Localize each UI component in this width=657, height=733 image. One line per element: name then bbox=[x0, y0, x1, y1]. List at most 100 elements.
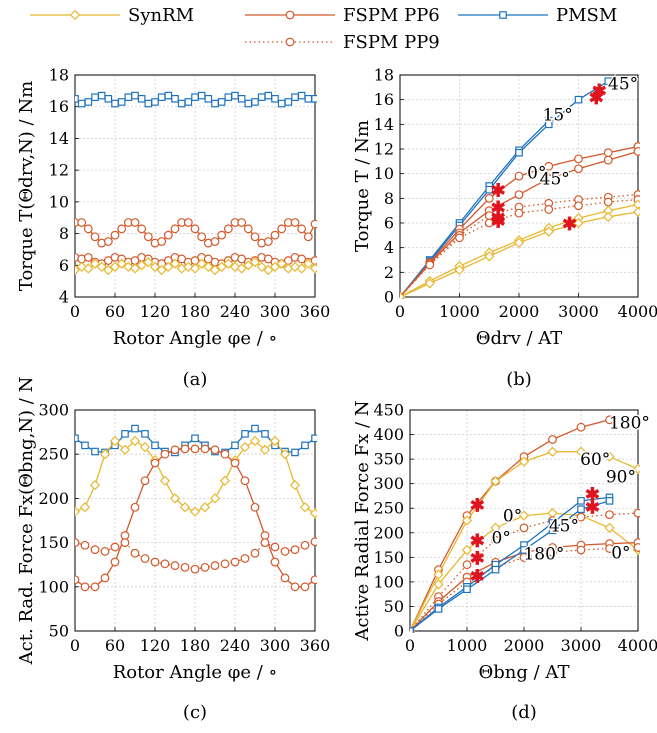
legend-label: FSPM PP6 bbox=[343, 5, 440, 26]
data-point bbox=[160, 559, 170, 569]
star-marker-icon: ✱ bbox=[585, 484, 600, 505]
panel-caption: (c) bbox=[183, 702, 207, 723]
data-point bbox=[277, 99, 286, 108]
star-marker-icon: ✱ bbox=[589, 88, 604, 109]
legend-label: FSPM PP9 bbox=[343, 32, 440, 53]
data-point bbox=[210, 237, 220, 246]
chart-c: 0 60 120 180 240 300 360 50 100 150 200 250 300 Rotor… bbox=[16, 377, 330, 723]
data-point bbox=[290, 218, 300, 227]
star-marker-icon: ✱ bbox=[470, 567, 485, 588]
data-point bbox=[299, 502, 311, 513]
data-point bbox=[633, 147, 640, 156]
star-marker-icon: ✱ bbox=[585, 498, 600, 519]
y-tick-label: 400 bbox=[373, 425, 404, 444]
series-line bbox=[400, 80, 609, 298]
data-point bbox=[269, 435, 281, 447]
data-point bbox=[574, 164, 583, 174]
x-tick-label: 240 bbox=[220, 636, 251, 655]
data-point bbox=[169, 258, 181, 269]
y-tick-label: 6 bbox=[384, 214, 394, 233]
data-point bbox=[111, 99, 119, 108]
data-point bbox=[297, 91, 306, 100]
angle-annotation: 45° bbox=[608, 75, 638, 95]
series bbox=[75, 435, 317, 519]
y-tick-label: 16 bbox=[49, 97, 69, 116]
data-point bbox=[80, 540, 90, 550]
data-point bbox=[632, 206, 640, 218]
data-point bbox=[91, 447, 99, 456]
panel-caption: (d) bbox=[511, 702, 537, 723]
data-point bbox=[543, 226, 554, 237]
star-marker-icon: ✱ bbox=[491, 198, 506, 219]
data-point bbox=[243, 260, 254, 271]
data-point bbox=[116, 258, 127, 269]
angle-annotation: 0° bbox=[527, 163, 546, 183]
data-point bbox=[310, 537, 317, 547]
legend-label: PMSM bbox=[556, 5, 617, 26]
data-point bbox=[300, 582, 310, 592]
data-point bbox=[297, 224, 307, 234]
data-point bbox=[150, 557, 160, 567]
angle-annotation: 180° bbox=[609, 413, 650, 433]
x-tick-label: 0 bbox=[395, 302, 405, 321]
data-point bbox=[203, 261, 214, 273]
data-point bbox=[109, 435, 121, 447]
data-point bbox=[191, 93, 199, 102]
series bbox=[75, 218, 317, 248]
data-point bbox=[84, 98, 93, 106]
data-point bbox=[604, 451, 615, 462]
data-point bbox=[256, 261, 267, 273]
data-point bbox=[170, 445, 180, 455]
data-point bbox=[632, 463, 640, 475]
data-point bbox=[434, 605, 443, 613]
x-tick-label: 180 bbox=[180, 302, 211, 321]
data-point bbox=[270, 557, 280, 567]
angle-annotation: 180° bbox=[523, 544, 564, 564]
data-point bbox=[131, 424, 139, 433]
y-tick-label: 10 bbox=[49, 192, 69, 211]
data-point bbox=[143, 256, 154, 268]
x-tick-label: 2000 bbox=[504, 636, 545, 655]
y-tick-label: 150 bbox=[373, 548, 404, 567]
y-tick-label: 150 bbox=[38, 533, 69, 552]
data-point bbox=[79, 502, 91, 513]
data-point bbox=[514, 190, 524, 200]
data-point bbox=[110, 557, 120, 567]
data-point bbox=[240, 554, 250, 563]
data-point bbox=[80, 582, 90, 592]
data-point bbox=[183, 261, 194, 273]
series-group bbox=[75, 91, 317, 276]
data-point bbox=[209, 264, 221, 276]
data-point bbox=[220, 449, 230, 459]
y-axis-label: Torque T(Θdrv,N) / Nm bbox=[16, 81, 37, 291]
data-point bbox=[276, 258, 287, 269]
data-point bbox=[277, 224, 287, 234]
data-point bbox=[605, 510, 614, 520]
y-tick-label: 200 bbox=[373, 523, 404, 542]
data-point bbox=[131, 91, 139, 100]
data-point bbox=[309, 508, 317, 519]
data-point bbox=[259, 444, 271, 455]
legend-marker-icon bbox=[285, 10, 295, 20]
data-point bbox=[220, 559, 230, 569]
data-point bbox=[485, 185, 494, 194]
data-point bbox=[236, 263, 247, 274]
data-point bbox=[518, 510, 530, 521]
data-point bbox=[184, 98, 193, 106]
data-point bbox=[120, 531, 130, 540]
data-point bbox=[484, 251, 495, 262]
y-tick-label: 14 bbox=[374, 115, 394, 134]
y-axis-label: Act. Rad. Force Fx(Θbng,N) / N bbox=[16, 377, 37, 666]
data-point bbox=[280, 573, 290, 583]
y-axis-label: Torque T / Nm bbox=[352, 120, 373, 252]
panel-caption: (b) bbox=[506, 369, 532, 390]
data-point bbox=[224, 93, 233, 102]
data-point bbox=[574, 154, 583, 164]
data-point bbox=[605, 497, 614, 505]
data-point bbox=[270, 230, 280, 240]
data-point bbox=[189, 506, 201, 517]
legend-label: SynRM bbox=[128, 5, 194, 26]
data-point bbox=[237, 94, 246, 103]
data-point bbox=[219, 475, 231, 486]
